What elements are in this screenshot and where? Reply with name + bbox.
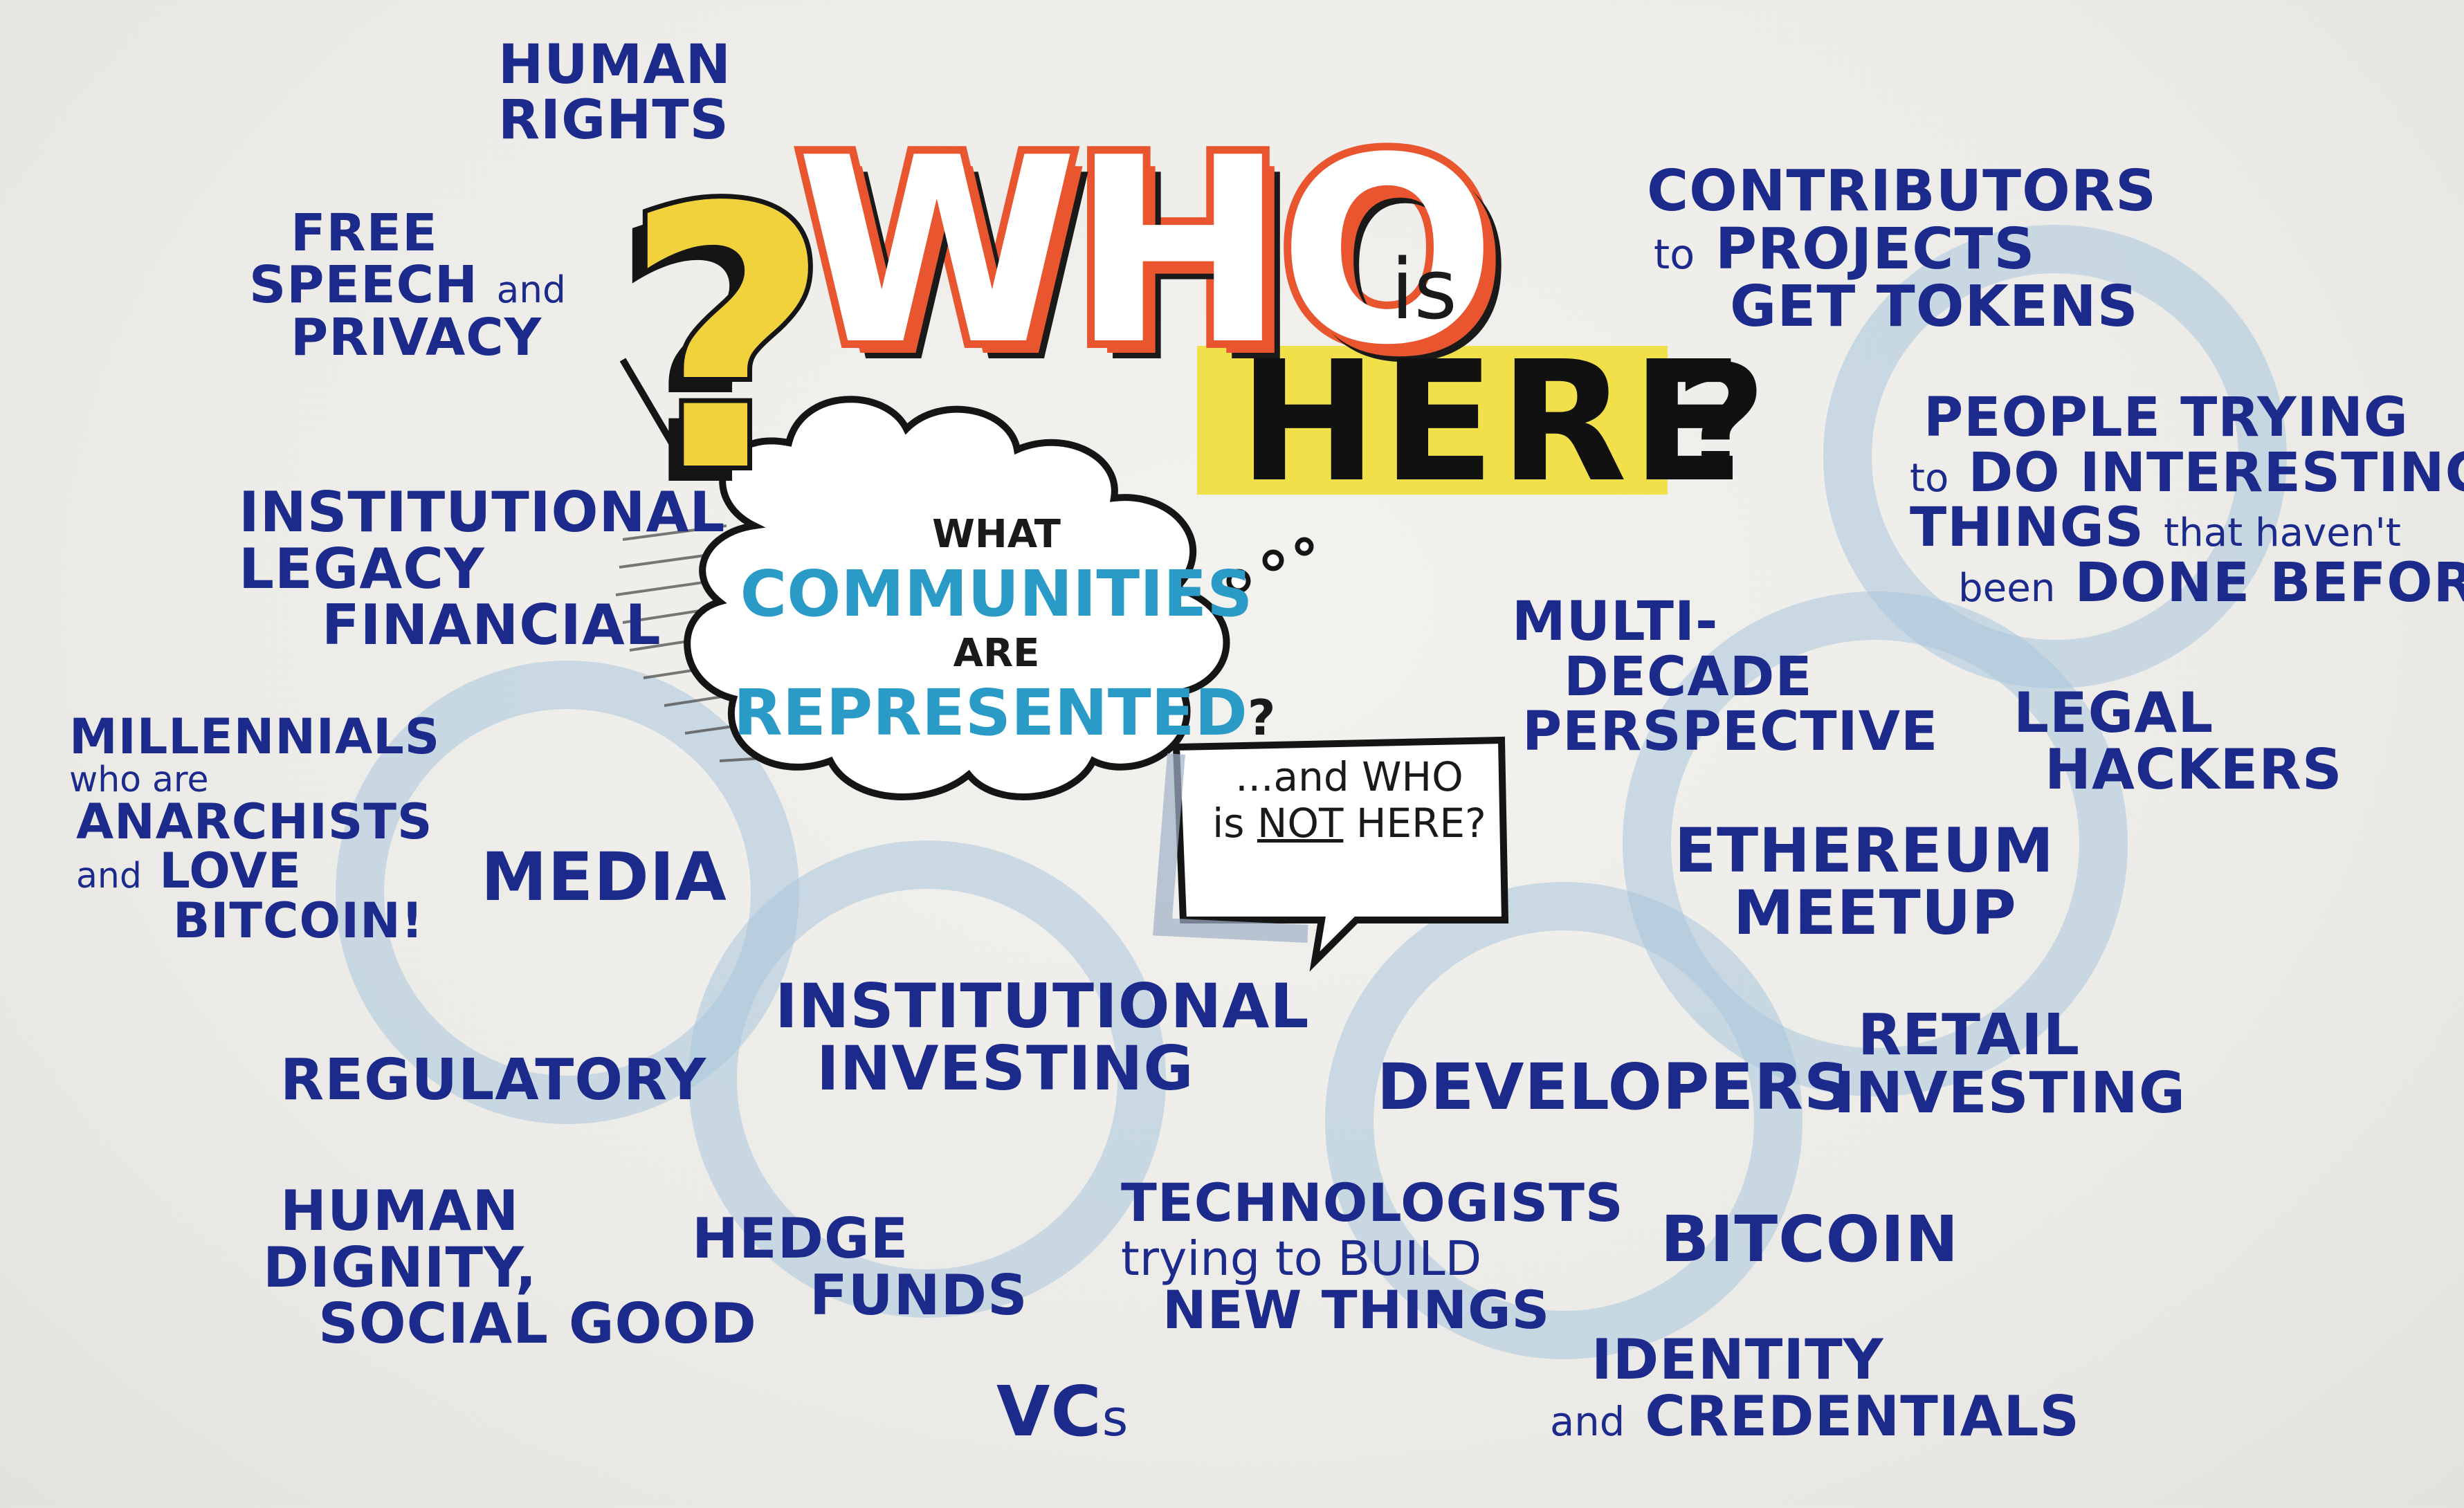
thought-dot — [1295, 537, 1314, 556]
speech-bubble — [1172, 736, 1509, 972]
label-technologists: TECHNOLOGISTS trying to BUILD NEW THINGS — [1121, 1172, 1624, 1341]
cloud-text: WHAT COMMUNITIES ARE REPRESENTED? — [733, 512, 1276, 750]
label-human-rights: HUMAN RIGHTS — [498, 34, 731, 151]
thought-cloud — [684, 396, 1230, 801]
label-identity-credentials: IDENTITY and CREDENTIALS — [1550, 1327, 2081, 1449]
cloud-communities: COMMUNITIES — [740, 557, 1253, 631]
label-institutional-legacy-financial: INSTITUTIONAL LEGACY FINANCIAL — [239, 480, 726, 658]
cloud-represented: REPRESENTED? — [733, 676, 1276, 750]
title-who: WHO — [788, 96, 1504, 409]
blue-wash-circle — [1623, 591, 2128, 1096]
label-multi-decade-perspective: MULTI- DECADE PERSPECTIVE — [1512, 591, 1939, 764]
label-bitcoin: BITCOIN — [1661, 1202, 1960, 1276]
title-is: is — [1391, 242, 1457, 338]
label-human-dignity-social-good: HUMAN DIGNITY, SOCIAL GOOD — [263, 1179, 757, 1357]
blue-wash-circle — [336, 661, 799, 1124]
thought-dot — [1262, 549, 1284, 571]
label-ethereum-meetup: ETHEREUM MEETUP — [1674, 815, 2054, 948]
bubble-text: ...and WHO is NOT HERE? — [1194, 754, 1505, 846]
bubble-line-2: is NOT HERE? — [1212, 799, 1486, 847]
label-regulatory: REGULATORY — [280, 1047, 707, 1113]
label-media: MEDIA — [481, 838, 727, 916]
label-developers: DEVELOPERS — [1377, 1050, 1851, 1124]
label-people-trying: PEOPLE TRYING to DO INTERESTING THINGS t… — [1910, 387, 2464, 614]
blue-wash-circle — [688, 840, 1166, 1318]
title-question-mark: ? — [1674, 332, 1767, 517]
blue-wash-circle — [1823, 225, 2287, 688]
here-highlight — [1197, 346, 1668, 495]
label-hedge-funds: HEDGE FUNDS — [692, 1206, 1028, 1327]
cloud-what: WHAT — [932, 512, 1061, 557]
label-vcs: VCs — [996, 1371, 1129, 1452]
cloud-are: ARE — [953, 631, 1040, 676]
big-question-mark: ? — [618, 127, 837, 555]
label-institutional-investing: INSTITUTIONAL INVESTING — [775, 971, 1310, 1104]
label-contributors-tokens: CONTRIBUTORS to PROJECTS GET TOKENS — [1647, 158, 2157, 340]
label-millennials: MILLENNIALS who are ANARCHISTS and LOVE … — [69, 708, 441, 949]
label-free-speech-privacy: FREE SPEECH and PRIVACY — [249, 203, 566, 367]
bubble-line-1: ...and WHO — [1235, 753, 1463, 800]
label-legal-hackers: LEGAL HACKERS — [2014, 681, 2343, 802]
blue-wash-circle — [1325, 882, 1803, 1359]
thought-dot — [1226, 569, 1251, 594]
label-retail-investing: RETAIL INVESTING — [1834, 1002, 2187, 1126]
title-here: HERE — [1239, 325, 1749, 519]
